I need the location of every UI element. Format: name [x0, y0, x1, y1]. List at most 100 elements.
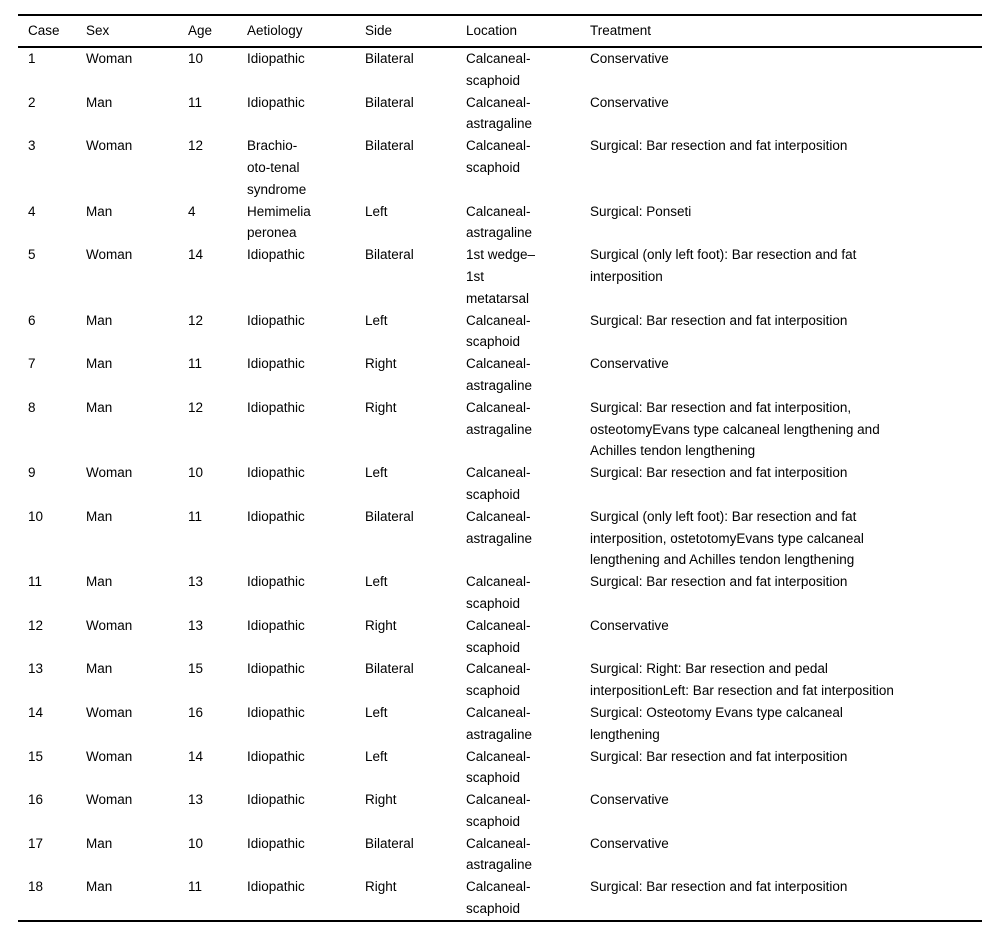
cell-case: 9 [28, 465, 36, 481]
cell-treatment: Surgical: Right: Bar resection and pedal… [590, 661, 894, 699]
cell-case: 18 [28, 879, 44, 895]
cell-treatment: Conservative [590, 792, 669, 808]
cell-location: Calcaneal-scaphoid [466, 465, 531, 502]
header-row: Case Sex Age Aetiology Side Location Treatment [18, 15, 982, 47]
cell-age: 10 [188, 835, 204, 851]
cell-side: Left [365, 704, 388, 720]
cell-side: Bilateral [365, 247, 414, 263]
cell-aetiology: Idiopathic [247, 51, 305, 66]
cell-age: 14 [188, 247, 204, 263]
cell-treatment: Surgical (only left foot): Bar resection… [590, 508, 864, 568]
cell-side: Left [365, 203, 388, 219]
cell-aetiology: Idiopathic [247, 792, 305, 808]
cell-case: 13 [28, 661, 44, 677]
table-row: 12 Woman 13 Idiopathic Right Calcaneal-scapho… [18, 615, 982, 659]
cell-location: Calcaneal-scaphoid [466, 879, 531, 917]
cell-side: Right [365, 399, 397, 415]
table-row: 7 Man 11 Idiopathic Right Calcaneal-astragali… [18, 353, 982, 397]
table-row: 1 Woman 10 Idiopathic Bilateral Calcaneal-sca… [18, 47, 982, 92]
cell-aetiology: Idiopathic [247, 356, 305, 372]
cell-side: Left [365, 312, 388, 328]
cell-sex: Man [86, 399, 113, 415]
cell-aetiology: Idiopathic [247, 465, 305, 481]
cell-age: 13 [188, 574, 204, 590]
cell-sex: Man [86, 94, 113, 110]
cell-aetiology: Idiopathic [247, 94, 305, 110]
cell-treatment: Surgical: Bar resection and fat interpos… [590, 465, 848, 481]
cell-case: 14 [28, 704, 44, 720]
cell-aetiology: Idiopathic [247, 617, 305, 633]
table-row: 17 Man 10 Idiopathic Bilateral Calcaneal-astr… [18, 833, 982, 877]
cell-aetiology: Idiopathic [247, 835, 305, 851]
cell-location: Calcaneal-scaphoid [466, 312, 531, 350]
cell-age: 10 [188, 465, 204, 481]
cell-treatment: Surgical: Bar resection and fat interpos… [590, 748, 848, 764]
cases-table: Case Sex Age Aetiology Side Location Treatment… [18, 14, 982, 922]
cell-sex: Woman [86, 748, 133, 764]
cell-case: 2 [28, 94, 36, 110]
cell-age: 13 [188, 792, 204, 808]
cell-case: 4 [28, 203, 36, 219]
cell-age: 15 [188, 661, 204, 677]
header-cell-age: Age [188, 23, 213, 39]
table-header: Case Sex Age Aetiology Side Location Treatment [18, 15, 982, 47]
table-row: 8 Man 12 Idiopathic Right Calcaneal-astragali… [18, 397, 982, 462]
cell-age: 12 [188, 399, 204, 415]
cell-side: Left [365, 748, 388, 764]
cell-aetiology: Idiopathic [247, 508, 305, 524]
cell-sex: Man [86, 356, 113, 372]
cell-aetiology: Brachio-oto-tenal syndrome [247, 138, 307, 197]
cell-sex: Woman [86, 617, 133, 633]
cell-age: 11 [188, 508, 203, 524]
cell-location: Calcaneal-scaphoid [466, 51, 531, 88]
cell-location: Calcaneal-astragaline [466, 94, 533, 132]
cell-location: Calcaneal-astragaline [466, 835, 533, 873]
table-row: 13 Man 15 Idiopathic Bilateral Calcaneal-scap… [18, 658, 982, 702]
cell-sex: Man [86, 879, 113, 895]
table-row: 6 Man 12 Idiopathic Left Calcaneal-scaphoid Su… [18, 310, 982, 354]
table-row: 11 Man 13 Idiopathic Left Calcaneal-scaphoid S… [18, 571, 982, 615]
cell-aetiology: Idiopathic [247, 879, 305, 895]
cell-side: Bilateral [365, 94, 414, 110]
cell-sex: Man [86, 661, 113, 677]
cell-location: Calcaneal-astragaline [466, 399, 533, 437]
cell-case: 16 [28, 792, 44, 808]
cell-age: 10 [188, 51, 204, 66]
cell-age: 13 [188, 617, 204, 633]
cell-side: Bilateral [365, 508, 414, 524]
cell-treatment: Conservative [590, 356, 669, 372]
header-cell-location: Location [466, 23, 518, 39]
cell-side: Right [365, 617, 397, 633]
cell-location: Calcaneal-astragaline [466, 203, 533, 241]
cell-location: Calcaneal-astragaline [466, 356, 533, 393]
cell-sex: Woman [86, 138, 133, 154]
cell-treatment: Surgical: Bar resection and fat interpos… [590, 312, 848, 328]
cell-location: Calcaneal-astragaline [466, 704, 533, 742]
cell-age: 16 [188, 704, 204, 720]
cell-treatment: Conservative [590, 94, 669, 110]
table-row: 16 Woman 13 Idiopathic Right Calcaneal-scapho… [18, 789, 982, 833]
cell-location: Calcaneal-scaphoid [466, 617, 531, 655]
cell-location: Calcaneal-astragaline [466, 508, 533, 546]
cell-treatment: Surgical: Bar resection and fat interpos… [590, 879, 848, 895]
cell-aetiology: Idiopathic [247, 748, 305, 764]
table-row: 2 Man 11 Idiopathic Bilateral Calcaneal-astra… [18, 92, 982, 136]
cell-aetiology: Idiopathic [247, 247, 305, 263]
cell-treatment: Surgical (only left foot): Bar resection… [590, 247, 857, 284]
cell-treatment: Conservative [590, 617, 669, 633]
cell-case: 15 [28, 748, 44, 764]
cell-side: Bilateral [365, 138, 414, 154]
cell-age: 4 [188, 203, 196, 219]
cell-sex: Man [86, 203, 113, 219]
cell-aetiology: Idiopathic [247, 661, 305, 677]
cell-treatment: Conservative [590, 51, 669, 66]
cell-aetiology: Idiopathic [247, 312, 305, 328]
cell-sex: Man [86, 574, 113, 590]
cell-location: Calcaneal-scaphoid [466, 661, 531, 699]
cell-aetiology: Idiopathic [247, 574, 305, 590]
cell-case: 11 [28, 574, 43, 590]
cell-age: 11 [188, 879, 203, 895]
cell-age: 12 [188, 138, 204, 154]
table-row: 18 Man 11 Idiopathic Right Calcaneal-scaphoid… [18, 876, 982, 921]
cell-side: Left [365, 574, 388, 590]
